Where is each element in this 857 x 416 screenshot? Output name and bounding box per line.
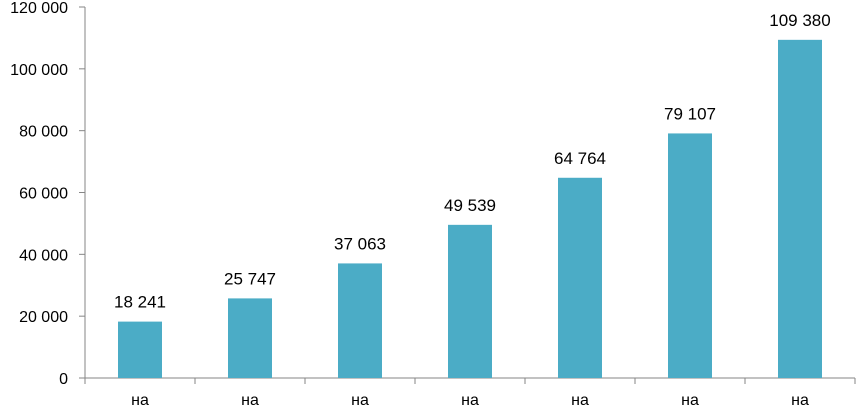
x-category-label: на — [131, 392, 149, 409]
y-tick-label: 20 000 — [19, 309, 68, 326]
x-category-label: на — [791, 392, 809, 409]
x-category-label: на — [461, 392, 479, 409]
y-tick-label: 100 000 — [10, 62, 68, 79]
y-tick-label: 120 000 — [10, 0, 68, 17]
bar — [118, 321, 162, 378]
bar-value-label: 18 241 — [114, 293, 166, 312]
bar — [668, 133, 712, 378]
bar-value-label: 109 380 — [769, 11, 830, 30]
y-axis: 0 20 000 40 000 60 000 80 000 100 000 120 000 — [10, 0, 86, 388]
bar — [558, 177, 602, 378]
x-axis: на на на на на на на — [84, 377, 856, 409]
bar — [338, 263, 382, 378]
y-tick-label: 0 — [59, 371, 68, 388]
bar-value-label: 49 539 — [444, 196, 496, 215]
bar-value-label: 79 107 — [664, 104, 716, 123]
bar — [228, 298, 272, 378]
bar-value-label: 64 764 — [554, 149, 606, 168]
y-tick-label: 40 000 — [19, 247, 68, 264]
bar — [778, 39, 822, 379]
bar — [448, 224, 492, 378]
x-category-label: на — [351, 392, 369, 409]
bar-value-label: 37 063 — [334, 234, 386, 253]
x-category-label: на — [681, 392, 699, 409]
bar-value-label: 25 747 — [224, 269, 276, 288]
y-tick-label: 80 000 — [19, 124, 68, 141]
data-labels: 18 241 25 747 37 063 49 539 64 764 79 107 109 … — [114, 11, 831, 312]
x-category-label: на — [571, 392, 589, 409]
x-category-label: на — [241, 392, 259, 409]
bars — [118, 39, 822, 379]
y-tick-label: 60 000 — [19, 186, 68, 203]
